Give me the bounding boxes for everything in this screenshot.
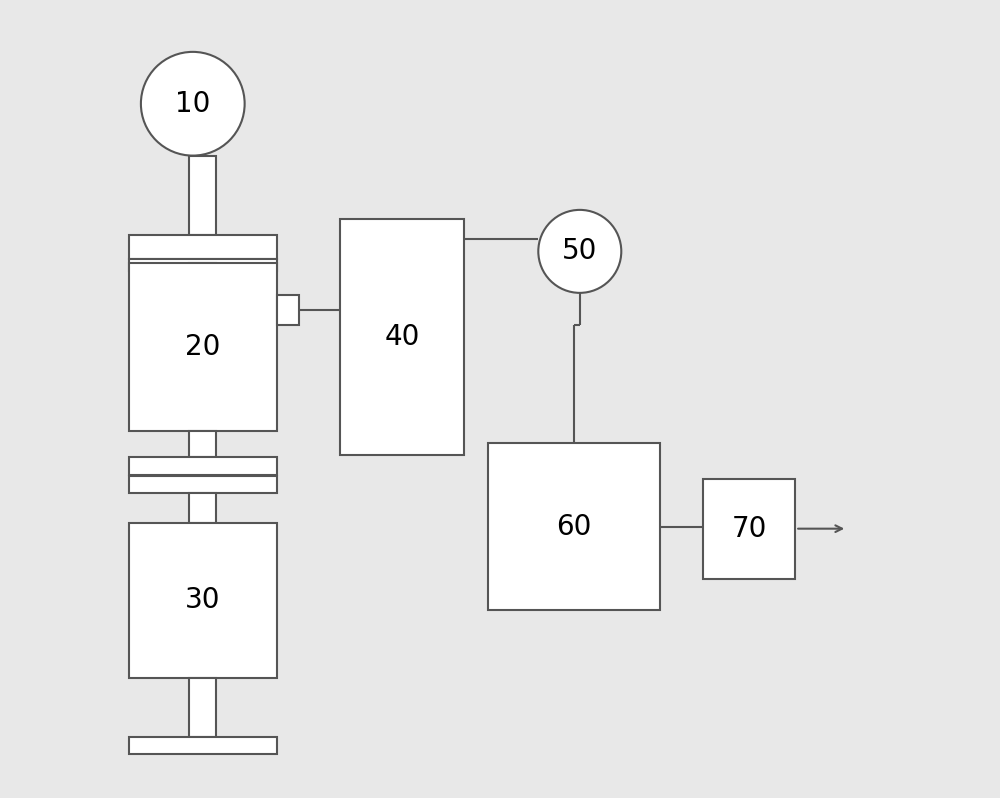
Bar — [189, 678, 216, 737]
Bar — [189, 431, 216, 457]
Text: 40: 40 — [385, 323, 420, 351]
Text: 20: 20 — [185, 333, 220, 361]
Bar — [189, 263, 216, 271]
Bar — [129, 259, 277, 271]
Circle shape — [538, 210, 621, 293]
Bar — [129, 457, 277, 475]
Bar — [488, 443, 660, 610]
Text: 30: 30 — [185, 587, 220, 614]
Bar — [129, 523, 277, 678]
Bar — [129, 263, 277, 431]
Bar — [277, 295, 299, 326]
Bar — [340, 219, 464, 455]
Bar — [129, 737, 277, 754]
Bar — [189, 156, 216, 235]
Text: 70: 70 — [732, 515, 767, 543]
Bar — [189, 493, 216, 523]
Bar — [129, 476, 277, 493]
Bar — [129, 235, 277, 259]
Text: 50: 50 — [562, 237, 597, 266]
Bar — [703, 479, 795, 579]
Text: 60: 60 — [556, 512, 592, 541]
Text: 10: 10 — [175, 89, 210, 118]
Circle shape — [141, 52, 245, 156]
